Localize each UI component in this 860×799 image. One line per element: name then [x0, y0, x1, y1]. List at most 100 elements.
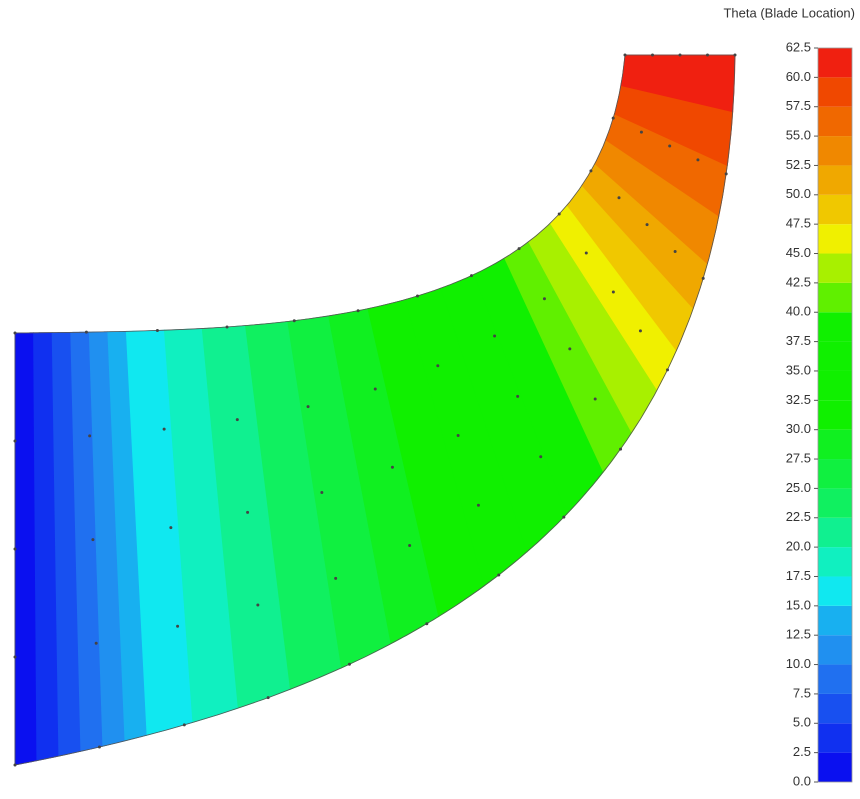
colorbar-segment	[818, 576, 852, 606]
mesh-point	[678, 53, 682, 57]
colorbar-segment	[818, 282, 852, 313]
mesh-point	[619, 447, 623, 451]
mesh-point	[701, 276, 705, 280]
colorbar-segment	[818, 400, 852, 430]
colorbar-tick-label: 15.0	[786, 597, 811, 612]
mesh-point	[696, 158, 700, 162]
mesh-point	[13, 547, 17, 551]
mesh-point	[639, 130, 643, 134]
mesh-point	[493, 334, 497, 338]
colorbar-tick-label: 47.5	[786, 216, 811, 231]
colorbar-tick-label: 25.0	[786, 480, 811, 495]
mesh-point	[516, 394, 520, 398]
mesh-point	[666, 368, 669, 372]
colorbar-segment	[818, 312, 852, 342]
mesh-point	[356, 309, 360, 313]
mesh-point	[13, 655, 17, 659]
mesh-point	[497, 573, 501, 577]
mesh-point	[390, 465, 394, 469]
mesh-point	[256, 603, 260, 607]
mesh-point	[97, 745, 101, 749]
colorbar-segment	[818, 664, 852, 694]
colorbar-tick-label: 5.0	[793, 715, 811, 730]
mesh-point	[706, 53, 709, 57]
mesh-point	[176, 624, 180, 628]
mesh-point	[373, 387, 377, 391]
colorbar-segment	[818, 635, 852, 665]
mesh-point	[416, 294, 419, 298]
colorbar-segment	[818, 341, 852, 371]
mesh-point	[517, 247, 521, 251]
mesh-point	[611, 290, 615, 294]
contour-field	[13, 53, 737, 767]
mesh-point	[182, 723, 186, 727]
mesh-point	[88, 434, 92, 438]
mesh-point	[94, 641, 98, 645]
mesh-point	[169, 526, 173, 530]
colorbar-tick-label: 17.5	[786, 568, 811, 583]
mesh-point	[724, 172, 728, 176]
mesh-point	[292, 319, 296, 323]
mesh-point	[651, 53, 654, 57]
colorbar-segment	[818, 605, 852, 636]
mesh-point	[557, 212, 561, 216]
mesh-point	[225, 325, 229, 329]
colorbar-tick-label: 52.5	[786, 157, 811, 172]
colorbar-segment	[818, 517, 852, 548]
mesh-point	[542, 297, 546, 301]
mesh-point	[593, 397, 597, 401]
mesh-point	[469, 274, 473, 278]
mesh-point	[162, 427, 166, 431]
mesh-point	[562, 515, 566, 519]
mesh-point	[436, 364, 440, 368]
colorbar-tick-label: 57.5	[786, 98, 811, 113]
colorbar-segment	[818, 253, 852, 283]
colorbar-segment	[818, 77, 852, 107]
colorbar-segment	[818, 224, 852, 254]
mesh-point	[611, 116, 615, 120]
colorbar-tick-label: 2.5	[793, 744, 811, 759]
mesh-point	[334, 576, 338, 580]
colorbar-segment	[818, 165, 852, 195]
colorbar-tick-label: 30.0	[786, 421, 811, 436]
mesh-point	[13, 331, 17, 335]
mesh-point	[539, 455, 543, 459]
colorbar-tick-label: 62.5	[786, 39, 811, 54]
colorbar-tick-label: 50.0	[786, 186, 811, 201]
mesh-point	[91, 538, 95, 542]
mesh-point	[235, 418, 239, 422]
colorbar-segment	[818, 429, 852, 460]
colorbar-segment	[818, 48, 852, 78]
colorbar-segment	[818, 459, 852, 489]
mesh-point	[13, 439, 17, 443]
mesh-point	[584, 251, 588, 255]
mesh-point	[476, 503, 480, 507]
colorbar-segment	[818, 488, 852, 518]
colorbar-tick-label: 10.0	[786, 656, 811, 671]
mesh-point	[306, 405, 310, 409]
colorbar-tick-label: 37.5	[786, 333, 811, 348]
colorbar-tick-label: 7.5	[793, 685, 811, 700]
contour-band	[14, 332, 38, 766]
colorbar-tick-label: 20.0	[786, 539, 811, 554]
colorbar-tick-label: 55.0	[786, 128, 811, 143]
colorbar-title: Theta (Blade Location)	[723, 5, 855, 20]
mesh-point	[155, 328, 159, 332]
mesh-point	[568, 347, 572, 351]
colorbar-segment	[818, 370, 852, 401]
mesh-point	[645, 223, 649, 227]
colorbar-segment	[818, 723, 852, 753]
mesh-point	[425, 622, 429, 626]
colorbar-tick-label: 40.0	[786, 304, 811, 319]
mesh-point	[456, 434, 460, 437]
mesh-point	[13, 763, 17, 767]
colorbar-tick-label: 35.0	[786, 362, 811, 377]
mesh-point	[266, 696, 270, 700]
colorbar-segment	[818, 752, 852, 782]
mesh-point	[733, 53, 737, 57]
mesh-point	[623, 53, 627, 57]
colorbar-tick-label: 27.5	[786, 450, 811, 465]
colorbar-tick-label: 60.0	[786, 69, 811, 84]
mesh-point	[347, 662, 351, 666]
mesh-point	[668, 144, 672, 148]
